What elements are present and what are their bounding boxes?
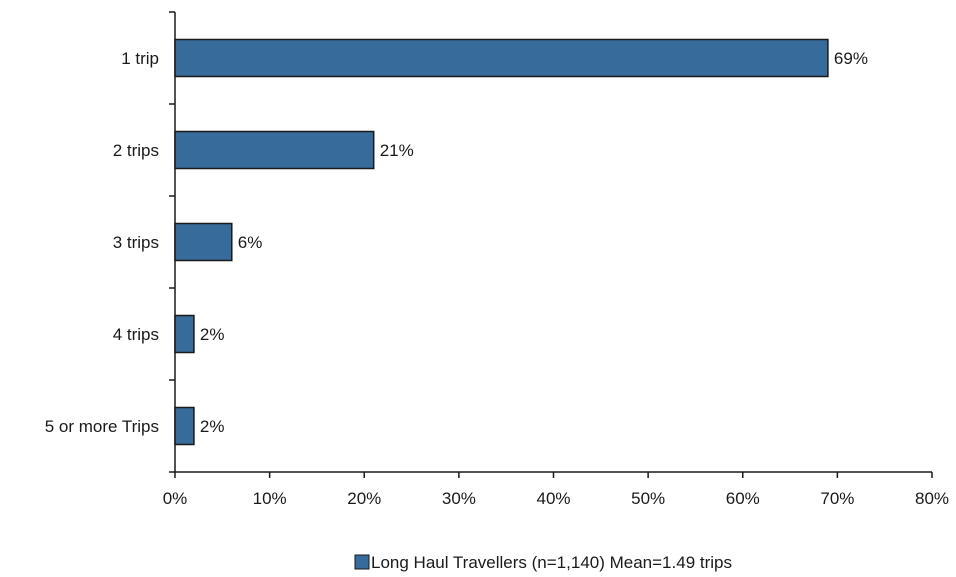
bar	[174, 130, 375, 170]
category-label: 2 trips	[113, 141, 159, 160]
legend-swatch	[354, 554, 370, 570]
legend-label: Long Haul Travellers (n=1,140) Mean=1.49…	[371, 553, 732, 572]
x-tick-label: 30%	[442, 489, 476, 508]
data-label: 21%	[380, 141, 414, 160]
bar	[174, 406, 195, 446]
bar	[174, 314, 195, 354]
y-axis-ticks	[169, 11, 175, 473]
x-tick-label: 60%	[726, 489, 760, 508]
data-label: 69%	[834, 49, 868, 68]
data-label: 6%	[238, 233, 263, 252]
x-tick-label: 10%	[253, 489, 287, 508]
bar	[174, 38, 829, 78]
category-label: 3 trips	[113, 233, 159, 252]
x-tick-label: 80%	[915, 489, 949, 508]
x-tick-label: 50%	[631, 489, 665, 508]
chart-legend: Long Haul Travellers (n=1,140) Mean=1.49…	[354, 553, 732, 572]
x-tick-label: 0%	[163, 489, 188, 508]
chart-axes	[174, 12, 932, 473]
x-tick-label: 20%	[347, 489, 381, 508]
x-tick-label: 70%	[820, 489, 854, 508]
data-label: 2%	[200, 325, 225, 344]
x-axis-ticks: 0% 10% 20% 30% 40% 50% 60% 70% 80%	[163, 472, 949, 508]
data-label: 2%	[200, 417, 225, 436]
bar	[174, 222, 233, 262]
category-label: 4 trips	[113, 325, 159, 344]
x-tick-label: 40%	[536, 489, 570, 508]
category-label: 1 trip	[121, 49, 159, 68]
category-label: 5 or more Trips	[45, 417, 159, 436]
bar-series: 1 trip 69% 2 trips 21% 3 trips 6% 4 trips 2% 5 o…	[45, 38, 868, 446]
